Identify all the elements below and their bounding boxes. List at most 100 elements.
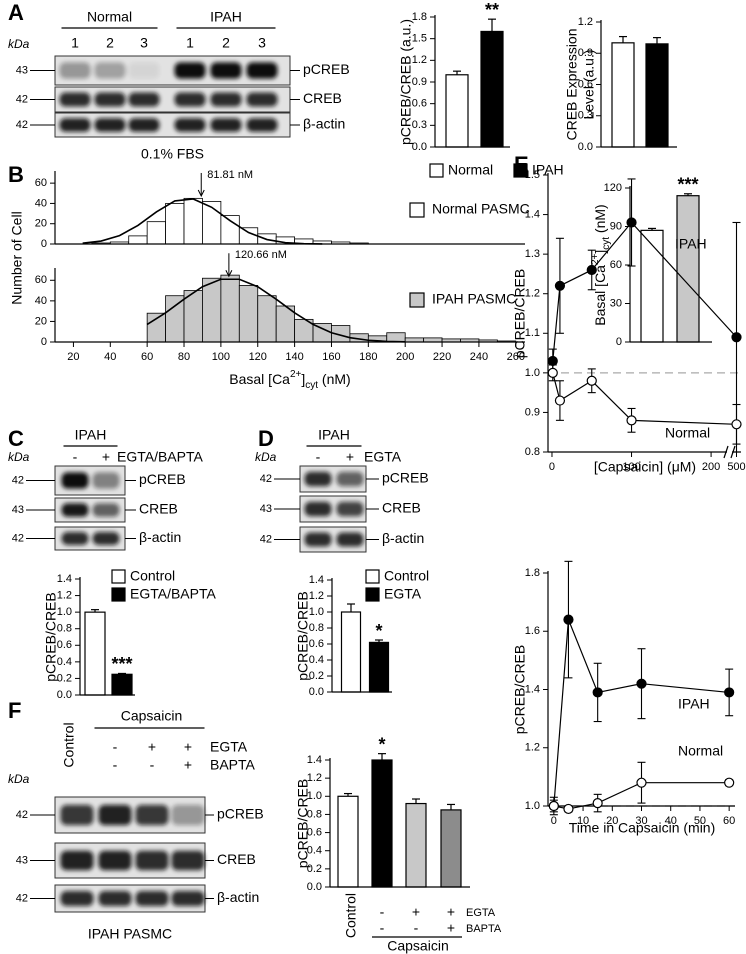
y-tick-label: 120 <box>604 182 622 194</box>
bar <box>337 795 359 888</box>
blot-band <box>174 92 206 107</box>
error-bar <box>488 18 496 32</box>
legend-swatch <box>513 163 528 178</box>
blot-band <box>336 471 364 487</box>
sign: - <box>414 920 419 936</box>
treatment-label: EGTA <box>364 449 402 465</box>
y-tick-label: 0.9 <box>412 76 427 88</box>
error-bar <box>684 193 692 196</box>
legend-swatch <box>111 587 126 602</box>
blot-band <box>174 118 206 132</box>
blot-band <box>128 62 160 79</box>
y-tick-label: 1.0 <box>525 367 540 379</box>
panel-letter: D <box>258 426 274 451</box>
y-tick-label: 0.0 <box>57 689 72 701</box>
y-tick-label: 0.8 <box>309 622 324 634</box>
x-tick-label: 100 <box>622 461 640 473</box>
lane-label: + <box>346 449 354 465</box>
blot-band <box>128 92 160 107</box>
x-tick-label: 260 <box>507 351 525 363</box>
legend-label: Normal <box>448 162 493 178</box>
y-tick-label: 1.2 <box>309 590 324 602</box>
y-tick-label: 1.2 <box>307 772 322 784</box>
point <box>626 415 637 426</box>
y-tick-label: 0.9 <box>578 47 593 59</box>
blot-band <box>59 62 91 79</box>
blot-band <box>304 532 332 547</box>
point <box>563 614 574 625</box>
y-tick-label: 0.0 <box>309 686 324 698</box>
y-tick-label: 1.4 <box>525 683 540 695</box>
y-tick-label: 1.4 <box>525 208 540 220</box>
series-label: IPAH <box>675 236 707 252</box>
x-tick-label: 80 <box>178 351 190 363</box>
legend-swatch <box>409 202 425 218</box>
y-tick-label: 1.3 <box>525 248 540 260</box>
histogram-bar <box>404 337 425 343</box>
sign: + <box>184 739 192 755</box>
legend-swatch <box>111 569 126 584</box>
annotation: 81.81 nM <box>207 169 253 181</box>
kda-unit: kDa <box>8 772 30 786</box>
annotation: 120.66 nM <box>235 249 287 261</box>
kda-unit: kDa <box>8 450 30 464</box>
blot-band <box>246 62 278 79</box>
point <box>636 777 647 788</box>
x-tick-label: 20 <box>606 815 618 827</box>
blot-label: CREB <box>217 851 256 867</box>
sign: - <box>113 739 118 755</box>
x-tick-label: 180 <box>359 351 377 363</box>
point <box>592 687 603 698</box>
y-tick-label: 0.6 <box>309 638 324 650</box>
blot-band <box>60 850 94 871</box>
blot-label: pCREB <box>303 61 350 77</box>
x-axis-label: [Capsaicin] (μM) <box>594 459 696 475</box>
blot-band <box>246 118 278 132</box>
error-bar <box>653 37 661 44</box>
axis-label: Basal [Ca2+]cyt (nM) <box>229 369 350 391</box>
blot-band <box>128 118 160 132</box>
blot-band <box>135 890 169 907</box>
blot-band <box>336 501 364 517</box>
legend-label: EGTA <box>384 586 422 602</box>
y-tick-label: 60 <box>35 274 47 286</box>
y-tick-label: 0.2 <box>57 672 72 684</box>
x-axis-label: Time in Capsaicin (min) <box>569 820 716 836</box>
x-tick-label: 140 <box>285 351 303 363</box>
label-part: ] <box>301 371 305 387</box>
label-part: (nM) <box>592 204 608 237</box>
y-tick-label: 0.0 <box>307 881 322 893</box>
fit-curve <box>82 198 323 245</box>
error-bar <box>91 609 99 613</box>
significance: ** <box>485 0 499 20</box>
sign: - <box>113 757 118 773</box>
y-tick-label: 1.6 <box>525 625 540 637</box>
y-tick-label: 60 <box>610 259 622 271</box>
lane-label: 1 <box>186 35 194 51</box>
y-axis-label: pCREB/CREB <box>295 779 311 868</box>
lane-label: 2 <box>106 35 114 51</box>
label-part: cyt <box>601 237 612 250</box>
label-part: ] <box>592 250 608 254</box>
x-tick-label: 30 <box>635 815 647 827</box>
control-label: Control <box>61 722 77 767</box>
error-bar <box>344 792 352 797</box>
y-tick-label: 1.2 <box>525 742 540 754</box>
blot-band <box>135 804 169 826</box>
x-tick-label: 100 <box>212 351 230 363</box>
error-bar <box>378 753 386 760</box>
y-axis-label: pCREB/CREB <box>295 591 311 680</box>
y-tick-label: 1.0 <box>57 606 72 618</box>
blot-band <box>59 92 91 107</box>
x-tick-label: 500 <box>727 461 745 473</box>
point <box>586 264 597 276</box>
y-tick-label: 0.4 <box>307 845 322 857</box>
sign: + <box>184 757 192 773</box>
label-part: cyt <box>305 380 318 391</box>
blot-band <box>98 804 132 826</box>
histogram-bar <box>220 274 240 343</box>
blot-band <box>98 850 132 871</box>
error-bar <box>347 603 355 612</box>
x-tick-label: 10 <box>577 815 589 827</box>
